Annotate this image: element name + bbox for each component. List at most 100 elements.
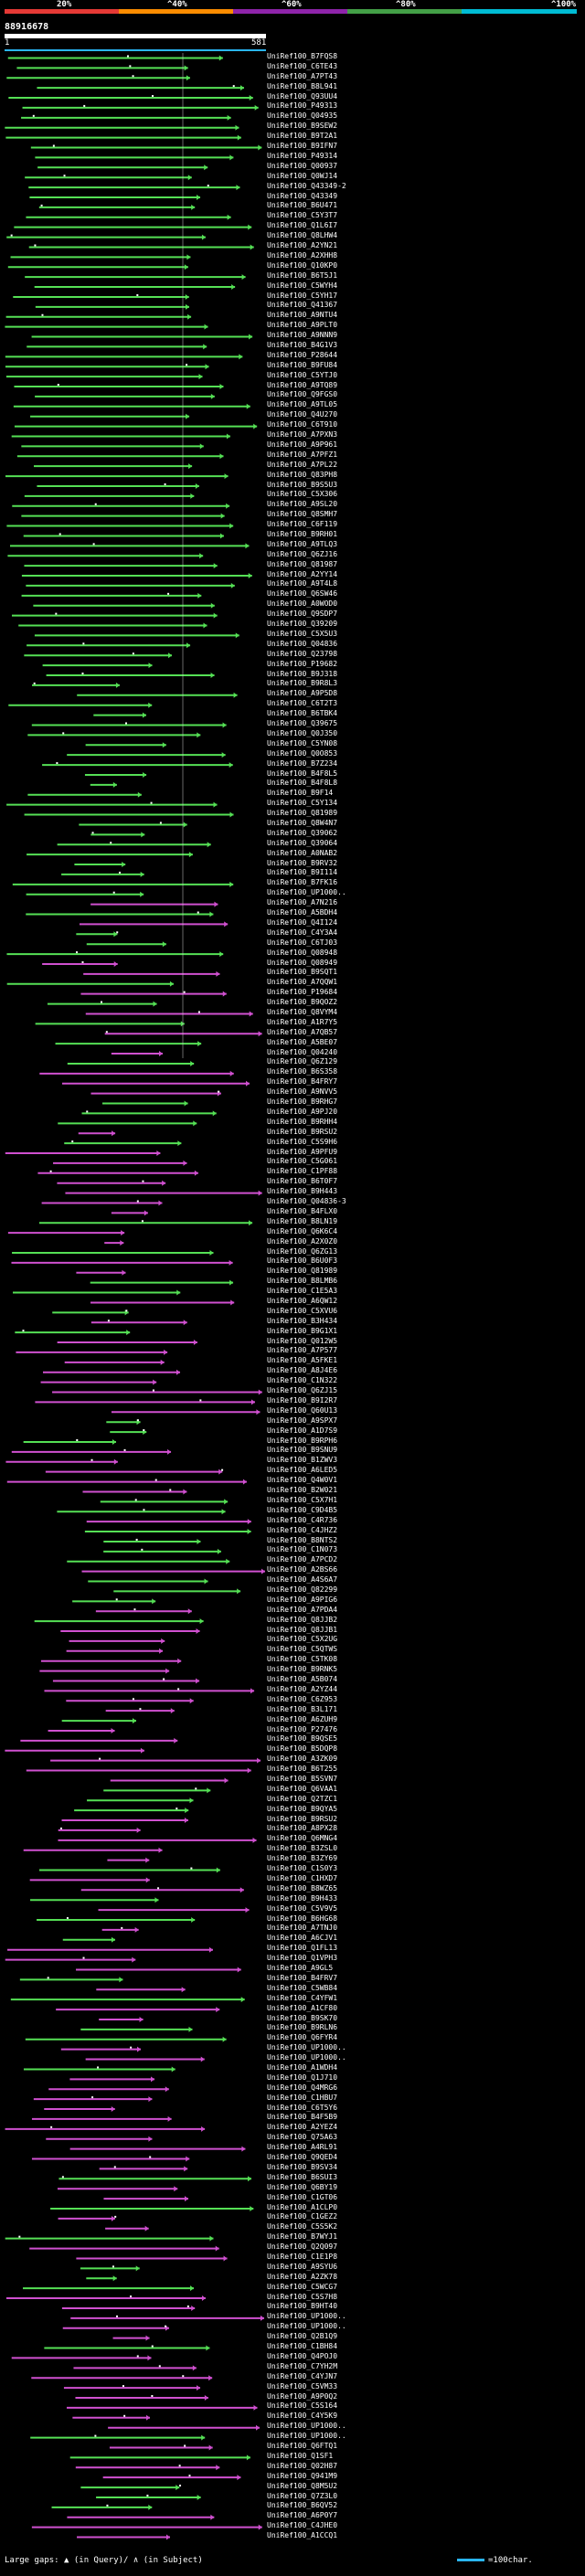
hit-label[interactable]: UniRef100_A7TNJ0 (267, 1924, 338, 1933)
hit-label[interactable]: UniRef100_A9SYU6 (267, 2262, 338, 2271)
hit-label[interactable]: UniRef100_Q4W0V1 (267, 1476, 338, 1485)
hit-label[interactable]: UniRef100_B9SNU9 (267, 1446, 338, 1455)
hit-label[interactable]: UniRef100_C5S9H6 (267, 1137, 338, 1146)
hit-label[interactable]: UniRef100_P19682 (267, 659, 338, 668)
hit-label[interactable]: UniRef100_UP1000.. (267, 2422, 346, 2431)
hit-label[interactable]: UniRef100_A7PL22 (267, 460, 338, 469)
hit-label[interactable]: UniRef100_Q10KP0 (267, 260, 338, 270)
hit-label[interactable]: UniRef100_Q6Z129 (267, 1057, 338, 1066)
hit-label[interactable]: UniRef100_B9RPH6 (267, 1436, 338, 1445)
hit-label[interactable]: UniRef100_Q8SMH7 (267, 510, 338, 519)
hit-label[interactable]: UniRef100_B6U471 (267, 201, 338, 210)
hit-label[interactable]: UniRef100_C5WCG7 (267, 2282, 338, 2291)
hit-label[interactable]: UniRef100_Q81989 (267, 1267, 338, 1276)
hit-label[interactable]: UniRef100_C5X7H1 (267, 1495, 338, 1504)
hit-label[interactable]: UniRef100_A2YZ44 (267, 1684, 338, 1693)
hit-label[interactable]: UniRef100_Q8JJB1 (267, 1625, 338, 1634)
hit-label[interactable]: UniRef100_Q39209 (267, 620, 338, 629)
hit-label[interactable]: UniRef100_C6T910 (267, 420, 338, 429)
hit-label[interactable]: UniRef100_UP1000.. (267, 888, 346, 897)
hit-label[interactable]: UniRef100_A9P5D8 (267, 689, 338, 698)
hit-label[interactable]: UniRef100_Q6BY19 (267, 2182, 338, 2191)
hit-label[interactable]: UniRef100_B9H433 (267, 1893, 338, 1903)
hit-label[interactable]: UniRef100_Q2Q097 (267, 2242, 338, 2252)
hit-label[interactable]: UniRef100_B7FQS8 (267, 52, 338, 60)
hit-label[interactable]: UniRef100_A9TL05 (267, 400, 338, 409)
hit-label[interactable]: UniRef100_B4FLX0 (267, 1206, 338, 1215)
hit-label[interactable]: UniRef100_A2YEZ4 (267, 2123, 338, 2132)
hit-label[interactable]: UniRef100_B3H434 (267, 1316, 338, 1325)
hit-label[interactable]: UniRef100_B9RSU2 (267, 1127, 338, 1136)
hit-label[interactable]: UniRef100_Q2B1Q9 (267, 2332, 338, 2341)
hit-label[interactable]: UniRef100_P28644 (267, 350, 338, 359)
hit-label[interactable]: UniRef100_A2ZK78 (267, 2272, 338, 2281)
hit-label[interactable]: UniRef100_Q9FGS0 (267, 390, 338, 399)
hit-label[interactable]: UniRef100_A7N216 (267, 898, 338, 907)
hit-label[interactable]: UniRef100_A9T4L8 (267, 579, 338, 588)
hit-label[interactable]: UniRef100_C5X2UG (267, 1635, 338, 1644)
hit-label[interactable]: UniRef100_Q0O853 (267, 748, 338, 758)
hit-label[interactable]: UniRef100_Q8LHW4 (267, 231, 338, 240)
hit-label[interactable]: UniRef100_C4YJN7 (267, 2371, 338, 2380)
hit-label[interactable]: UniRef100_Q08949 (267, 958, 338, 967)
hit-label[interactable]: UniRef100_Q7Z3L0 (267, 2491, 338, 2500)
hit-label[interactable]: UniRef100_Q41367 (267, 301, 338, 310)
hit-label[interactable]: UniRef100_A1D7S9 (267, 1426, 338, 1435)
hit-label[interactable]: UniRef100_A6CJV1 (267, 1934, 338, 1943)
hit-label[interactable]: UniRef100_Q0J350 (267, 728, 338, 737)
hit-label[interactable]: UniRef100_Q23798 (267, 649, 338, 658)
hit-label[interactable]: UniRef100_A9PFU9 (267, 1147, 338, 1156)
hit-label[interactable]: UniRef100_B4FRY7 (267, 1077, 338, 1087)
hit-label[interactable]: UniRef100_B4F8L5 (267, 769, 338, 778)
hit-label[interactable]: UniRef100_Q6SW46 (267, 589, 338, 599)
hit-label[interactable]: UniRef100_C1N322 (267, 1376, 338, 1385)
hit-label[interactable]: UniRef100_Q9SDP7 (267, 610, 338, 619)
hit-label[interactable]: UniRef100_A2X0Z0 (267, 1236, 338, 1246)
hit-label[interactable]: UniRef100_A5BE07 (267, 1037, 338, 1046)
hit-label[interactable]: UniRef100_A1CF80 (267, 2003, 338, 2012)
hit-label[interactable]: UniRef100_Q2TZC1 (267, 1794, 338, 1803)
hit-label[interactable]: UniRef100_C1HBU7 (267, 2093, 338, 2102)
hit-label[interactable]: UniRef100_C6TE43 (267, 61, 338, 70)
hit-label[interactable]: UniRef100_A5B074 (267, 1675, 338, 1684)
hit-label[interactable]: UniRef100_C5Y134 (267, 799, 338, 808)
hit-label[interactable]: UniRef100_Q4MRG6 (267, 2083, 338, 2092)
hit-label[interactable]: UniRef100_A8J4E6 (267, 1366, 338, 1375)
hit-label[interactable]: UniRef100_B9IFN7 (267, 142, 338, 151)
hit-label[interactable]: UniRef100_C1PF88 (267, 1167, 338, 1176)
hit-label[interactable]: UniRef100_B3ZSL0 (267, 1844, 338, 1853)
hit-label[interactable]: UniRef100_UP1000.. (267, 2322, 346, 2331)
hit-label[interactable]: UniRef100_C4R736 (267, 1515, 338, 1524)
hit-label[interactable]: UniRef100_UP1000.. (267, 2053, 346, 2062)
hit-label[interactable]: UniRef100_C5Y3T7 (267, 211, 338, 220)
hit-label[interactable]: UniRef100_C1HXD7 (267, 1873, 338, 1882)
hit-label[interactable]: UniRef100_B8LMB6 (267, 1277, 338, 1286)
hit-label[interactable]: UniRef100_A9TLQ3 (267, 539, 338, 548)
hit-label[interactable]: UniRef100_Q6ZG13 (267, 1246, 338, 1256)
hit-label[interactable]: UniRef100_B6SUI3 (267, 2172, 338, 2181)
hit-label[interactable]: UniRef100_Q8W4N7 (267, 818, 338, 827)
hit-label[interactable]: UniRef100_B6QV52 (267, 2501, 338, 2510)
hit-label[interactable]: UniRef100_Q39064 (267, 838, 338, 847)
hit-label[interactable]: UniRef100_Q1FL13 (267, 1944, 338, 1953)
hit-label[interactable]: UniRef100_B6U0F3 (267, 1256, 338, 1266)
hit-label[interactable]: UniRef100_Q04935 (267, 111, 338, 121)
hit-label[interactable]: UniRef100_Q93UU4 (267, 91, 338, 101)
hit-label[interactable]: UniRef100_B7Z234 (267, 758, 338, 768)
hit-label[interactable]: UniRef100_Q75A63 (267, 2133, 338, 2142)
hit-label[interactable]: UniRef100_B9R8L3 (267, 679, 338, 688)
hit-label[interactable]: UniRef100_C6T5Y6 (267, 2103, 338, 2112)
hit-label[interactable]: UniRef100_C1GEZ2 (267, 2212, 338, 2221)
hit-label[interactable]: UniRef100_C5QTWS (267, 1645, 338, 1654)
hit-label[interactable]: UniRef100_C5WB84 (267, 1983, 338, 1992)
hit-label[interactable]: UniRef100_B9RHG7 (267, 1097, 338, 1107)
hit-label[interactable]: UniRef100_P49313 (267, 101, 338, 111)
hit-label[interactable]: UniRef100_Q04240 (267, 1047, 338, 1056)
hit-label[interactable]: UniRef100_A9PJ20 (267, 1107, 338, 1116)
hit-label[interactable]: UniRef100_A9P961 (267, 440, 338, 449)
hit-label[interactable]: UniRef100_B4FRV7 (267, 1973, 338, 1982)
hit-label[interactable]: UniRef100_A1R7Y5 (267, 1017, 338, 1026)
hit-label[interactable]: UniRef100_B9RV32 (267, 858, 338, 867)
hit-label[interactable]: UniRef100_B9RLN6 (267, 2023, 338, 2032)
hit-label[interactable]: UniRef100_A0WOD0 (267, 599, 338, 609)
